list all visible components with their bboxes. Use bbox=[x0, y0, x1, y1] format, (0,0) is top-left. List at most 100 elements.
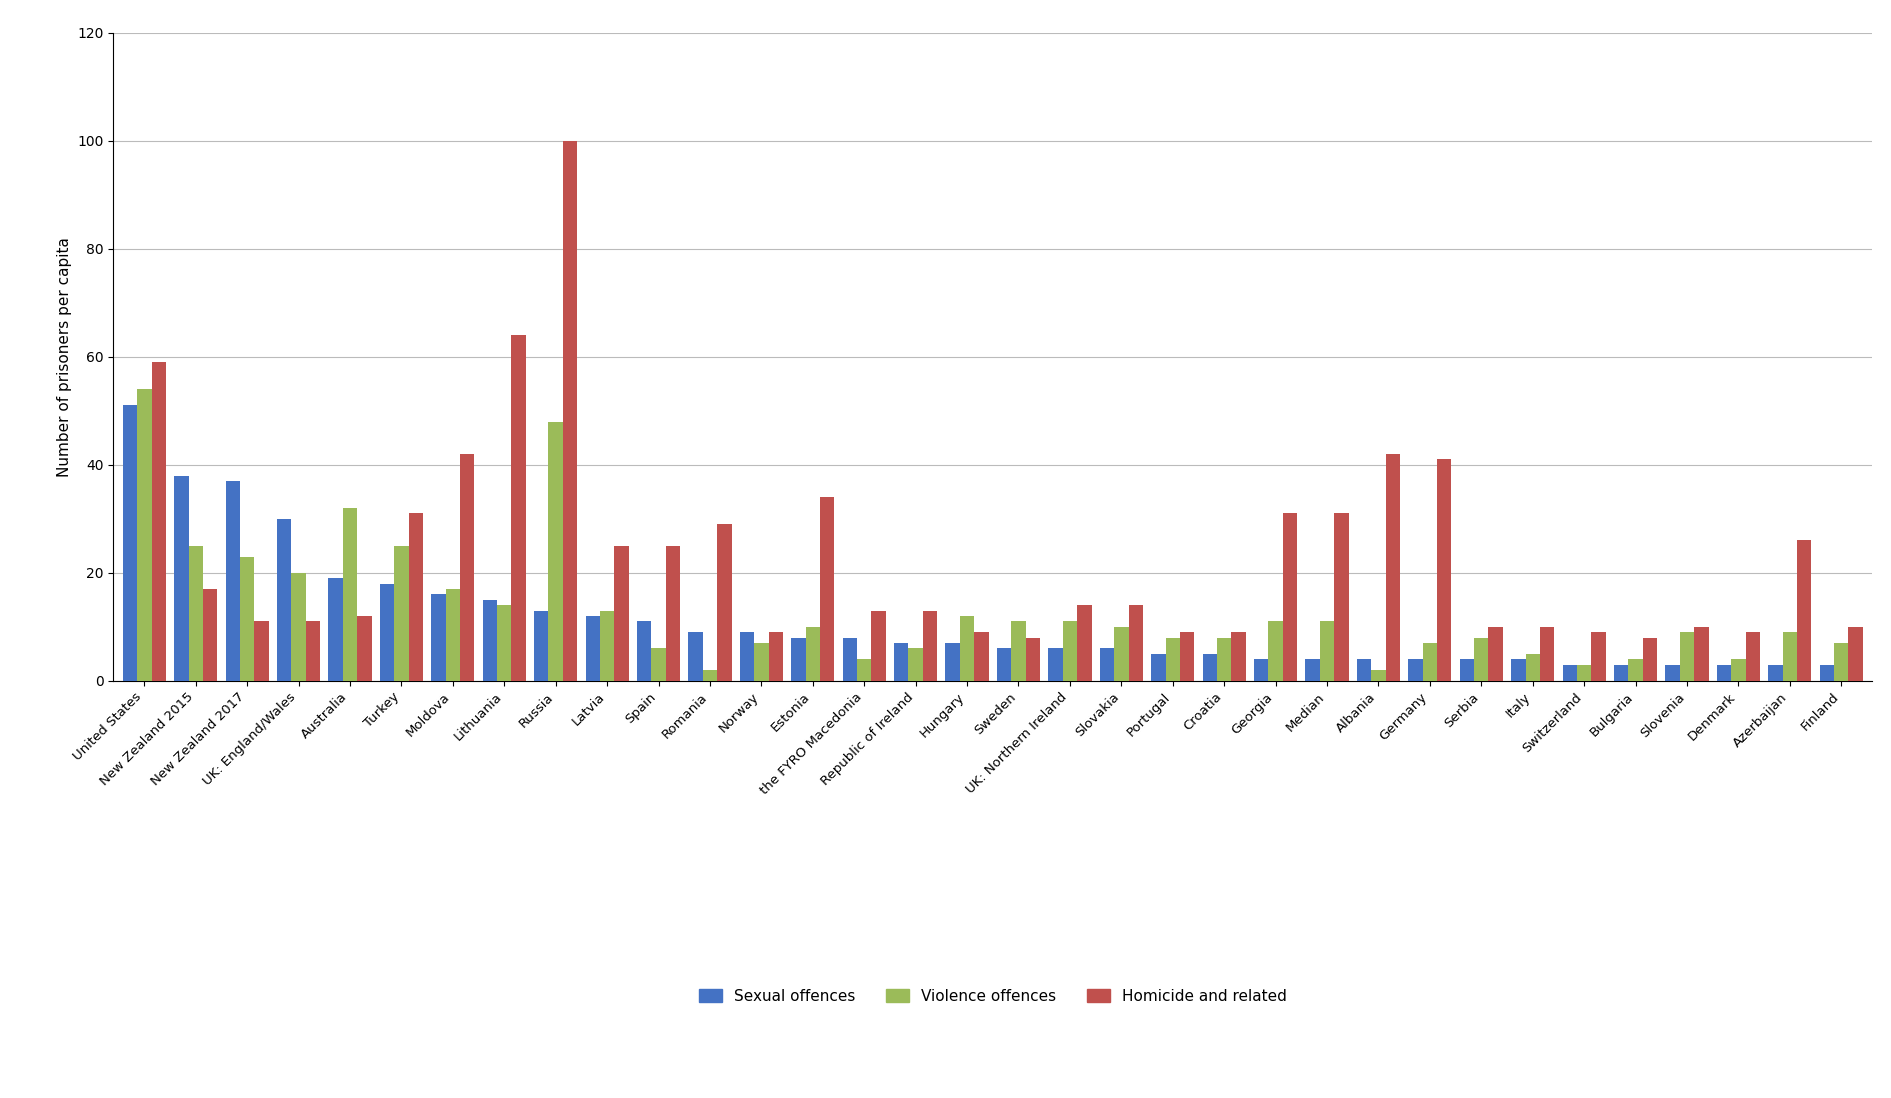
Bar bbox=[666, 546, 681, 681]
Bar bbox=[1101, 648, 1114, 681]
Bar bbox=[615, 546, 628, 681]
Bar bbox=[1783, 632, 1796, 681]
Bar bbox=[1282, 514, 1297, 681]
Bar bbox=[1437, 459, 1452, 681]
Bar bbox=[1371, 670, 1386, 681]
Bar bbox=[908, 648, 923, 681]
Bar bbox=[1320, 621, 1335, 681]
Bar bbox=[408, 514, 424, 681]
Bar bbox=[1063, 621, 1078, 681]
Bar bbox=[431, 594, 446, 681]
Legend: Sexual offences, Violence offences, Homicide and related: Sexual offences, Violence offences, Homi… bbox=[692, 983, 1293, 1010]
Bar bbox=[1613, 664, 1628, 681]
Bar bbox=[138, 390, 151, 681]
Bar bbox=[1848, 627, 1863, 681]
Y-axis label: Number of prisoners per capita: Number of prisoners per capita bbox=[57, 237, 72, 477]
Bar bbox=[1796, 540, 1812, 681]
Bar bbox=[872, 610, 885, 681]
Bar bbox=[1203, 653, 1218, 681]
Bar bbox=[1488, 627, 1503, 681]
Bar bbox=[446, 589, 460, 681]
Bar bbox=[1269, 621, 1282, 681]
Bar bbox=[1539, 627, 1554, 681]
Bar bbox=[1048, 648, 1063, 681]
Bar bbox=[843, 638, 857, 681]
Bar bbox=[564, 141, 577, 681]
Bar bbox=[739, 632, 755, 681]
Bar bbox=[291, 573, 306, 681]
Bar bbox=[255, 621, 269, 681]
Bar bbox=[1152, 653, 1165, 681]
Bar bbox=[651, 648, 666, 681]
Bar bbox=[1305, 659, 1320, 681]
Bar bbox=[1562, 664, 1577, 681]
Bar bbox=[923, 610, 938, 681]
Bar bbox=[1768, 664, 1783, 681]
Bar bbox=[790, 638, 806, 681]
Bar bbox=[240, 557, 255, 681]
Bar bbox=[123, 405, 138, 681]
Bar bbox=[497, 605, 511, 681]
Bar bbox=[1180, 632, 1195, 681]
Bar bbox=[637, 621, 651, 681]
Bar bbox=[1335, 514, 1348, 681]
Bar bbox=[961, 616, 974, 681]
Bar bbox=[717, 524, 732, 681]
Bar bbox=[1129, 605, 1142, 681]
Bar bbox=[1254, 659, 1269, 681]
Bar bbox=[1078, 605, 1091, 681]
Bar bbox=[1460, 659, 1475, 681]
Bar bbox=[202, 589, 217, 681]
Bar bbox=[894, 643, 908, 681]
Bar bbox=[342, 508, 357, 681]
Bar bbox=[1422, 643, 1437, 681]
Bar bbox=[755, 643, 768, 681]
Bar bbox=[511, 335, 526, 681]
Bar bbox=[1409, 659, 1422, 681]
Bar bbox=[460, 455, 475, 681]
Bar bbox=[276, 519, 291, 681]
Bar bbox=[1165, 638, 1180, 681]
Bar bbox=[1745, 632, 1761, 681]
Bar bbox=[1717, 664, 1730, 681]
Bar bbox=[548, 422, 564, 681]
Bar bbox=[1694, 627, 1709, 681]
Bar bbox=[1526, 653, 1539, 681]
Bar bbox=[174, 475, 189, 681]
Bar bbox=[1231, 632, 1246, 681]
Bar bbox=[225, 481, 240, 681]
Bar bbox=[857, 659, 872, 681]
Bar bbox=[688, 632, 703, 681]
Bar bbox=[357, 616, 373, 681]
Bar bbox=[1834, 643, 1848, 681]
Bar bbox=[997, 648, 1012, 681]
Bar bbox=[189, 546, 202, 681]
Bar bbox=[1730, 659, 1745, 681]
Bar bbox=[1475, 638, 1488, 681]
Bar bbox=[974, 632, 989, 681]
Bar bbox=[1511, 659, 1526, 681]
Bar bbox=[1819, 664, 1834, 681]
Bar bbox=[1628, 659, 1643, 681]
Bar bbox=[1643, 638, 1657, 681]
Bar bbox=[1012, 621, 1025, 681]
Bar bbox=[329, 579, 342, 681]
Bar bbox=[151, 362, 166, 681]
Bar bbox=[599, 610, 615, 681]
Bar bbox=[703, 670, 717, 681]
Bar bbox=[1386, 455, 1399, 681]
Bar bbox=[946, 643, 961, 681]
Bar bbox=[1679, 632, 1694, 681]
Bar bbox=[1358, 659, 1371, 681]
Bar bbox=[306, 621, 320, 681]
Bar bbox=[1577, 664, 1592, 681]
Bar bbox=[1025, 638, 1040, 681]
Bar bbox=[586, 616, 599, 681]
Bar bbox=[1592, 632, 1605, 681]
Bar bbox=[1114, 627, 1129, 681]
Bar bbox=[482, 600, 497, 681]
Bar bbox=[768, 632, 783, 681]
Bar bbox=[393, 546, 408, 681]
Bar bbox=[1666, 664, 1679, 681]
Bar bbox=[806, 627, 821, 681]
